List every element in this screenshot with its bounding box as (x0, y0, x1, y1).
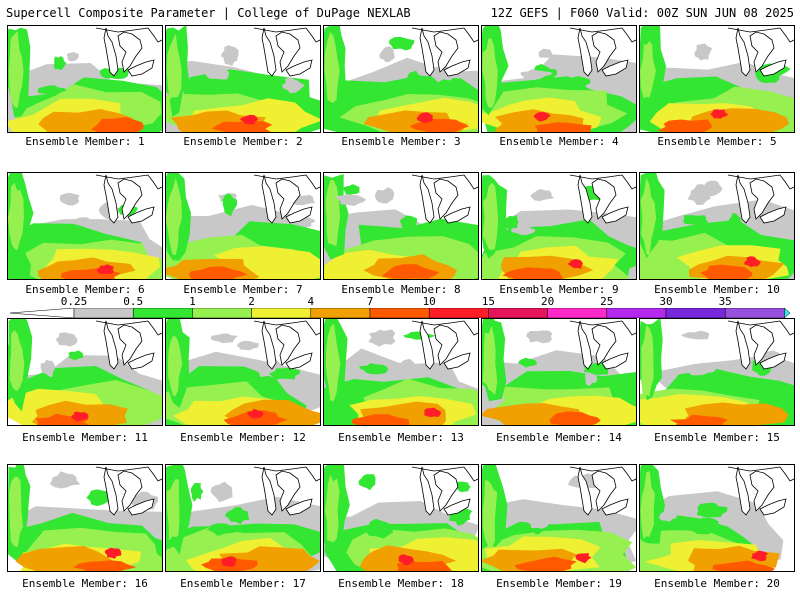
colorbar-tick-label: 1 (189, 295, 196, 308)
colorbar-segment (428, 308, 489, 318)
colorbar-arrow-high (784, 308, 790, 318)
colorbar-tick-label: 10 (422, 295, 436, 308)
colorbar-segment (73, 308, 134, 318)
colorbar-tick-label: 15 (481, 295, 496, 308)
ensemble-member-label: Ensemble Member: 12 (180, 431, 306, 444)
ensemble-map-panel (7, 464, 163, 572)
map-field (166, 465, 320, 571)
map-field (8, 465, 162, 571)
ensemble-map-panel (323, 25, 479, 133)
colorbar-segment (310, 308, 371, 318)
colorbar-tick-label: 4 (307, 295, 315, 308)
map-field (8, 319, 162, 425)
ensemble-map-panel (639, 464, 795, 572)
ensemble-map-panel (639, 25, 795, 133)
map-field (640, 26, 794, 132)
ensemble-member-label: Ensemble Member: 7 (183, 283, 303, 296)
ensemble-map-panel (481, 318, 637, 426)
map-field (166, 173, 320, 279)
ensemble-member-label: Ensemble Member: 18 (338, 577, 464, 590)
ensemble-map-panel (481, 172, 637, 280)
colorbar-tick-label: 25 (600, 295, 614, 308)
colorbar-tick-label: 2 (248, 295, 255, 308)
ensemble-map-panel (7, 25, 163, 133)
ensemble-map-panel (7, 318, 163, 426)
colorbar-segment (369, 308, 430, 318)
ensemble-map-panel (639, 318, 795, 426)
ensemble-map-panel (165, 318, 321, 426)
map-field (324, 174, 478, 279)
ensemble-member-label: Ensemble Member: 19 (496, 577, 622, 590)
colorbar-tick-label: 0.5 (123, 295, 144, 308)
ensemble-map-panel (639, 172, 795, 280)
ensemble-member-label: Ensemble Member: 1 (25, 135, 145, 148)
map-field (8, 27, 162, 132)
colorbar-segment (606, 308, 667, 318)
colorbar-segment (488, 308, 548, 318)
map-field (640, 173, 794, 279)
map-field (8, 173, 162, 279)
map-field (166, 319, 320, 425)
colorbar-segment (665, 308, 726, 318)
map-field (324, 26, 478, 132)
colorbar-tick-label: 35 (718, 295, 732, 308)
ensemble-map-panel (481, 464, 637, 572)
ensemble-map-panel (165, 25, 321, 133)
map-field (324, 319, 478, 425)
ensemble-member-label: Ensemble Member: 17 (180, 577, 306, 590)
ensemble-member-label: Ensemble Member: 3 (341, 135, 461, 148)
ensemble-member-label: Ensemble Member: 16 (22, 577, 148, 590)
map-field (640, 465, 794, 571)
map-field (640, 319, 794, 425)
ensemble-member-label: Ensemble Member: 13 (338, 431, 464, 444)
colorbar-bar (10, 308, 790, 318)
ensemble-map-panel (165, 172, 321, 280)
ensemble-member-label: Ensemble Member: 10 (654, 283, 780, 296)
ensemble-member-label: Ensemble Member: 14 (496, 431, 622, 444)
ensemble-member-label: Ensemble Member: 4 (499, 135, 619, 148)
ensemble-member-label: Ensemble Member: 20 (654, 577, 780, 590)
map-field (482, 319, 636, 425)
colorbar-segment (724, 308, 785, 318)
ensemble-member-label: Ensemble Member: 11 (22, 431, 148, 444)
map-field (482, 465, 636, 571)
colorbar-arrow-low (10, 308, 75, 318)
map-field (482, 174, 636, 279)
colorbar-segment (132, 308, 193, 318)
colorbar-segment (192, 308, 252, 318)
map-title: Supercell Composite Parameter | College … (6, 6, 411, 20)
colorbar-legend: 0.25 0.5 1 2 4 7 10 15 20 25 30 35 (10, 295, 790, 320)
ensemble-member-label: Ensemble Member: 2 (183, 135, 303, 148)
ensemble-map-panel (7, 172, 163, 280)
ensemble-map-panel (323, 172, 479, 280)
ensemble-map-panel (323, 464, 479, 572)
map-field (166, 26, 320, 132)
model-run-info: 12Z GEFS | F060 Valid: 00Z SUN JUN 08 20… (490, 6, 794, 20)
colorbar-segment (547, 308, 608, 318)
ensemble-map-panel (323, 318, 479, 426)
ensemble-member-label: Ensemble Member: 15 (654, 431, 780, 444)
colorbar-segment (251, 308, 312, 318)
colorbar-tick-label: 0.25 (60, 295, 88, 308)
ensemble-member-label: Ensemble Member: 9 (499, 283, 619, 296)
ensemble-member-label: Ensemble Member: 8 (341, 283, 461, 296)
colorbar-tick-label: 7 (366, 295, 374, 308)
ensemble-map-panel (165, 464, 321, 572)
ensemble-member-label: Ensemble Member: 6 (25, 283, 145, 296)
ensemble-member-label: Ensemble Member: 5 (657, 135, 777, 148)
colorbar-tick-label: 20 (540, 295, 555, 308)
colorbar-tick-label: 30 (659, 295, 673, 308)
ensemble-map-panel (481, 25, 637, 133)
map-field (324, 465, 478, 571)
map-field (482, 26, 636, 132)
